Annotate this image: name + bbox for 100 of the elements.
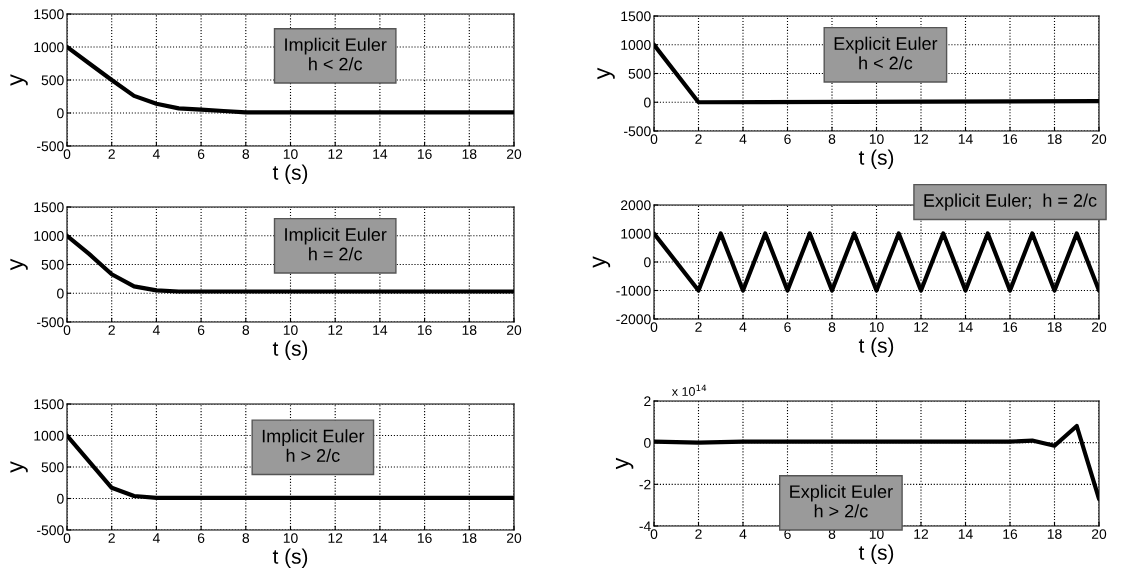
x-tick-label: 14 [373,325,388,335]
x-tick-label: 4 [739,322,747,332]
y-tick-label: 0 [57,108,64,119]
x-axis-title: t (s) [858,337,894,357]
y-tick-label: 1000 [34,231,64,241]
y-tick-label: -2000 [616,314,651,325]
y-tick-label: 1000 [34,42,64,53]
x-tick-label: 10 [869,134,884,144]
x-tick-label: 2 [695,322,702,332]
y-tick-label: 1500 [34,399,64,410]
x-tick-label: 2 [695,529,702,539]
y-tick-label: 0 [644,438,651,448]
x-tick-label: 4 [152,325,160,335]
x-tick-label: 18 [1047,134,1062,144]
x-tick-label: 18 [1047,529,1062,539]
y-tick-label: -500 [624,126,651,137]
y-axis-title: y [10,461,28,473]
y-tick-label: 500 [41,259,64,270]
x-tick-label: 18 [462,325,477,335]
y-tick-label: 500 [41,75,64,86]
y-axis-title: y [597,67,615,80]
annotation: Implicit Euler h = 2/c [285,227,387,261]
y-tick-label: 1500 [34,9,64,20]
x-tick-label: 8 [242,149,250,159]
x-tick-label: 16 [417,533,432,543]
x-tick-label: 2 [695,134,702,144]
x-tick-label: 20 [1091,322,1107,332]
y-tick-label: 0 [644,97,651,108]
x-axis-title: t (s) [858,149,894,169]
y-tick-label: 0 [57,288,64,299]
y-axis-title: y [10,74,28,86]
x-tick-label: 8 [242,325,250,335]
x-tick-label: 14 [958,134,973,144]
annotation: Implicit Euler h < 2/c [285,37,387,71]
x-tick-label: 6 [197,325,205,335]
x-tick-label: 20 [1091,134,1107,144]
y-tick-label: -500 [37,317,64,328]
x-tick-label: 6 [784,322,791,332]
y-tick-label: 0 [57,493,64,504]
x-tick-label: 14 [958,322,973,332]
annotation: Explicit Euler; h = 2/c [924,193,1097,211]
x-tick-label: 6 [197,533,205,543]
annotation: Implicit Euler h > 2/c [262,429,365,462]
x-tick-label: 8 [828,134,836,144]
x-tick-label: 8 [242,533,250,543]
x-tick-label: 8 [828,322,836,332]
x-tick-label: 10 [283,533,298,543]
x-tick-label: 14 [373,533,388,543]
x-tick-label: 12 [914,529,929,539]
x-tick-label: 4 [152,533,160,543]
x-tick-label: 18 [1047,322,1062,332]
annotation: Explicit Euler h < 2/c [834,36,938,70]
y-tick-label: 0 [644,257,651,268]
x-tick-label: 18 [462,533,477,543]
x-axis-title: t (s) [272,548,308,568]
y-tick-label: 1000 [621,40,651,50]
x-tick-label: 2 [108,533,115,543]
y-tick-label: -4 [639,521,651,532]
x-tick-label: 18 [462,149,477,159]
x-axis-title: t (s) [272,340,308,360]
x-tick-label: 20 [1091,529,1107,539]
x-tick-label: 10 [869,322,884,332]
x-tick-label: 20 [506,325,522,335]
x-tick-label: 16 [1003,322,1018,332]
x-tick-label: 2 [108,149,115,159]
x-tick-label: 6 [784,134,791,144]
x-axis-title: t (s) [272,164,308,184]
y-tick-label: 2 [644,396,651,407]
y-tick-label: -2 [639,479,651,490]
y-tick-label: 500 [41,462,64,473]
y-axis-title: y [10,258,28,271]
x-tick-label: 12 [328,533,343,543]
x-tick-label: 16 [417,149,432,159]
x-axis-title: t (s) [858,544,894,564]
x-tick-label: 14 [373,149,388,159]
x-tick-label: 6 [197,149,205,159]
x-tick-label: 20 [506,149,522,159]
y-tick-label: 1000 [621,228,651,239]
annotation: Explicit Euler h > 2/c [790,484,893,518]
y-tick-label: -500 [37,141,64,152]
x-tick-label: 10 [283,149,298,159]
x-tick-label: 12 [328,325,343,335]
y-axis-title: y [615,457,634,470]
x-tick-label: 12 [914,134,929,144]
x-tick-label: 2 [108,325,115,335]
x-tick-label: 10 [283,325,298,335]
y-tick-label: 1000 [34,430,64,441]
y-tick-label: 1500 [621,11,651,22]
x-tick-label: 16 [1003,134,1018,144]
x-tick-label: 4 [152,149,160,159]
y-tick-label: -500 [37,525,64,536]
x-tick-label: 12 [914,322,929,332]
y-tick-label: 500 [628,68,651,79]
x-tick-label: 16 [1003,529,1018,539]
y-axis-title: y [592,256,611,268]
y-tick-label: 2000 [621,200,651,211]
y-tick-label: 1500 [34,202,64,213]
text: x 10$^{14}$ [671,384,707,396]
y-tick-label: -1000 [616,285,651,296]
x-tick-label: 14 [958,529,973,539]
